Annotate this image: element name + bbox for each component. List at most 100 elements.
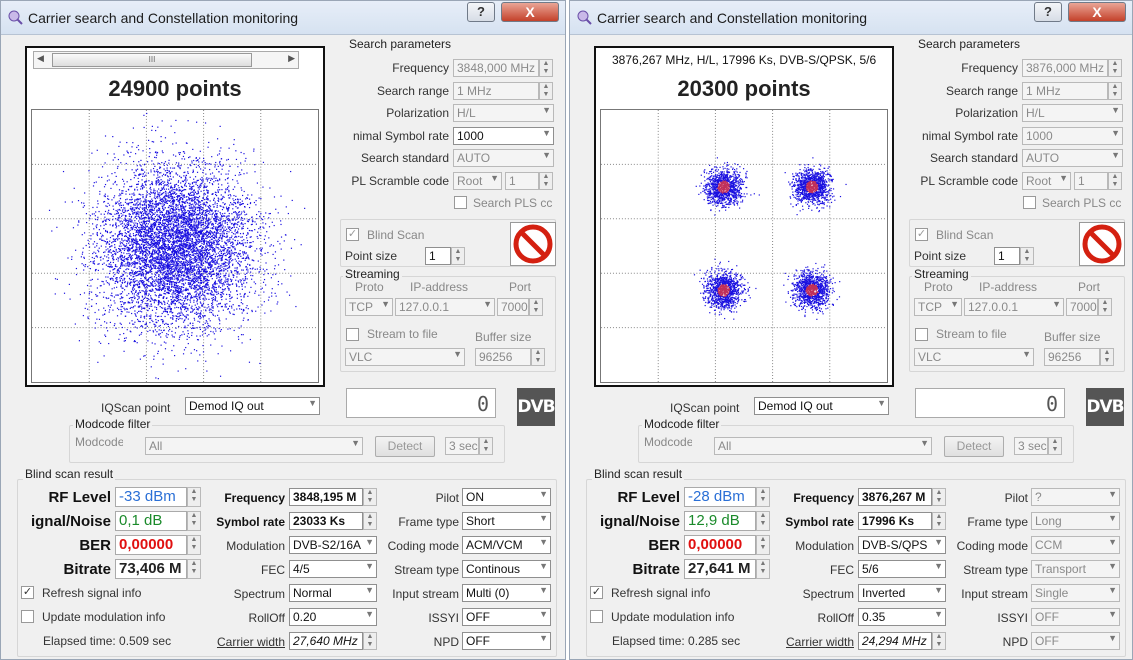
frequency-spin[interactable]: ▲ ▼ [1108,59,1122,77]
stream-to-file-checkbox[interactable] [915,328,928,341]
modcode-select[interactable]: All ▼ [145,437,363,455]
polarization-select[interactable]: H/L ▼ [453,104,554,122]
search-standard-select[interactable]: AUTO ▼ [453,149,554,167]
frequency-input[interactable]: 3876,000 MHz [1022,59,1108,77]
fec-select[interactable]: 4/5 ▼ [289,560,377,578]
symbol-rate-select[interactable]: 1000 ▼ [453,127,554,145]
frequency-result-spin[interactable]: ▲ ▼ [932,488,946,506]
pilot-select[interactable]: ON ▼ [462,488,551,506]
port-input[interactable]: 7000 [497,298,529,316]
port-spin[interactable]: ▲ ▼ [1098,298,1112,316]
rolloff-select[interactable]: 0.20 ▼ [289,608,377,626]
player-select[interactable]: VLC ▼ [345,348,465,366]
frequency-input[interactable]: 3848,000 MHz [453,59,539,77]
frequency-spin[interactable]: ▲ ▼ [539,59,553,77]
symbol-rate-result-spin[interactable]: ▲ ▼ [932,512,946,530]
iq-scan-select[interactable]: Demod IQ out ▼ [754,397,889,415]
carrier-width-spin[interactable]: ▲ ▼ [363,632,377,650]
signal-noise-spin[interactable]: ▲ ▼ [187,511,201,531]
fec-select[interactable]: 5/6 ▼ [858,560,946,578]
issyi-select[interactable]: OFF ▼ [1031,608,1120,626]
search-range-spin[interactable]: ▲ ▼ [539,82,553,100]
horizontal-scrollbar[interactable]: ◀ III ▶ [33,51,299,69]
iq-scan-select[interactable]: Demod IQ out ▼ [185,397,320,415]
scroll-right-icon[interactable]: ▶ [288,53,295,63]
input-stream-select[interactable]: Multi (0) ▼ [462,584,551,602]
buffer-size-spin[interactable]: ▲ ▼ [531,348,545,366]
bitrate-spin[interactable]: ▲ ▼ [756,559,770,579]
bitrate-spin[interactable]: ▲ ▼ [187,559,201,579]
pl-scramble-spin[interactable]: ▲ ▼ [1108,172,1122,190]
stream-to-file-checkbox[interactable] [346,328,359,341]
pl-scramble-mode-select[interactable]: Root ▼ [1022,172,1071,190]
symbol-rate-result-spin[interactable]: ▲ ▼ [363,512,377,530]
help-button[interactable]: ? [467,2,495,22]
carrier-width-label[interactable]: Carrier width [216,635,285,649]
detect-button[interactable]: Detect [944,436,1004,457]
refresh-signal-checkbox[interactable]: ✓ [590,586,603,599]
point-size-spin[interactable]: ▲ ▼ [1020,247,1034,265]
search-pls-checkbox[interactable] [454,196,467,209]
detect-button[interactable]: Detect [375,436,435,457]
search-range-spin[interactable]: ▲ ▼ [1108,82,1122,100]
input-stream-select[interactable]: Single ▼ [1031,584,1120,602]
player-select[interactable]: VLC ▼ [914,348,1034,366]
close-button[interactable]: X [1068,2,1126,22]
signal-noise-spin[interactable]: ▲ ▼ [756,511,770,531]
update-modulation-checkbox[interactable] [21,610,34,623]
search-standard-select[interactable]: AUTO ▼ [1022,149,1123,167]
spectrum-select[interactable]: Normal ▼ [289,584,377,602]
buffer-size-spin[interactable]: ▲ ▼ [1100,348,1114,366]
npd-select[interactable]: OFF ▼ [462,632,551,650]
coding-mode-select[interactable]: ACM/VCM ▼ [462,536,551,554]
point-size-input[interactable]: 1 [425,247,451,265]
scroll-left-icon[interactable]: ◀ [37,53,44,63]
search-pls-checkbox[interactable] [1023,196,1036,209]
buffer-size-input[interactable]: 96256 [475,348,531,366]
search-range-input[interactable]: 1 MHz [1022,82,1108,100]
stream-type-select[interactable]: Continous ▼ [462,560,551,578]
detect-seconds-spin[interactable]: ▲ ▼ [1048,437,1062,455]
spectrum-select[interactable]: Inverted ▼ [858,584,946,602]
polarization-select[interactable]: H/L ▼ [1022,104,1123,122]
frame-type-select[interactable]: Long ▼ [1031,512,1120,530]
point-size-spin[interactable]: ▲ ▼ [451,247,465,265]
pl-scramble-value[interactable]: 1 [505,172,539,190]
pl-scramble-mode-select[interactable]: Root ▼ [453,172,502,190]
pl-scramble-value[interactable]: 1 [1074,172,1108,190]
carrier-width-spin[interactable]: ▲ ▼ [932,632,946,650]
rf-level-spin[interactable]: ▲ ▼ [756,487,770,507]
modulation-select[interactable]: DVB-S/QPS ▼ [858,536,946,554]
npd-select[interactable]: OFF ▼ [1031,632,1120,650]
stop-button[interactable] [510,222,556,266]
detect-seconds-input[interactable]: 3 sec [445,437,479,455]
issyi-select[interactable]: OFF ▼ [462,608,551,626]
coding-mode-select[interactable]: CCM ▼ [1031,536,1120,554]
modcode-select[interactable]: All ▼ [714,437,932,455]
pilot-select[interactable]: ? ▼ [1031,488,1120,506]
blind-scan-checkbox[interactable]: ✓ [915,228,928,241]
refresh-signal-checkbox[interactable]: ✓ [21,586,34,599]
rolloff-select[interactable]: 0.35 ▼ [858,608,946,626]
rf-level-spin[interactable]: ▲ ▼ [187,487,201,507]
port-spin[interactable]: ▲ ▼ [529,298,543,316]
carrier-width-label[interactable]: Carrier width [785,635,854,649]
ip-select[interactable]: 127.0.0.1 ▼ [964,298,1064,316]
frequency-result-spin[interactable]: ▲ ▼ [363,488,377,506]
stream-type-select[interactable]: Transport ▼ [1031,560,1120,578]
scroll-thumb[interactable]: III [52,53,252,67]
close-button[interactable]: X [501,2,559,22]
detect-seconds-spin[interactable]: ▲ ▼ [479,437,493,455]
ber-spin[interactable]: ▲ ▼ [756,535,770,555]
buffer-size-input[interactable]: 96256 [1044,348,1100,366]
detect-seconds-input[interactable]: 3 sec [1014,437,1048,455]
pl-scramble-spin[interactable]: ▲ ▼ [539,172,553,190]
blind-scan-checkbox[interactable]: ✓ [346,228,359,241]
modulation-select[interactable]: DVB-S2/16A ▼ [289,536,377,554]
help-button[interactable]: ? [1034,2,1062,22]
frame-type-select[interactable]: Short ▼ [462,512,551,530]
symbol-rate-select[interactable]: 1000 ▼ [1022,127,1123,145]
ber-spin[interactable]: ▲ ▼ [187,535,201,555]
stop-button[interactable] [1079,222,1125,266]
point-size-input[interactable]: 1 [994,247,1020,265]
